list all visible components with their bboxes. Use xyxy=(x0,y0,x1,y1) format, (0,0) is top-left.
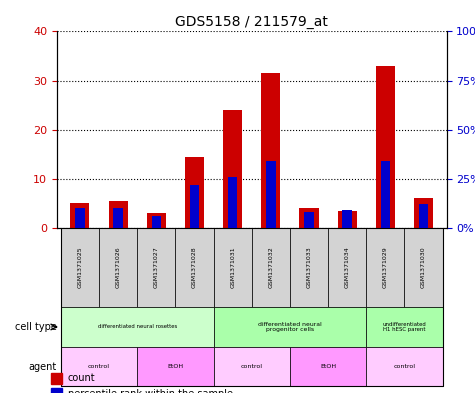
Bar xyxy=(376,66,395,228)
Bar xyxy=(70,204,89,228)
Text: GSM1371028: GSM1371028 xyxy=(192,247,197,288)
FancyBboxPatch shape xyxy=(214,347,290,386)
Text: undifferentiated
H1 hESC parent: undifferentiated H1 hESC parent xyxy=(383,321,427,332)
Text: control: control xyxy=(241,364,263,369)
Bar xyxy=(338,211,357,228)
FancyBboxPatch shape xyxy=(214,307,366,347)
Bar xyxy=(109,201,128,228)
Bar xyxy=(51,373,62,384)
FancyBboxPatch shape xyxy=(214,228,252,307)
Text: EtOH: EtOH xyxy=(167,364,183,369)
Text: GSM1371030: GSM1371030 xyxy=(421,247,426,288)
FancyBboxPatch shape xyxy=(366,228,405,307)
Bar xyxy=(266,161,275,228)
Text: count: count xyxy=(68,373,95,383)
FancyBboxPatch shape xyxy=(99,228,137,307)
Bar xyxy=(114,208,123,228)
Bar xyxy=(51,388,62,393)
Text: GSM1371027: GSM1371027 xyxy=(154,247,159,288)
Text: agent: agent xyxy=(29,362,57,372)
FancyBboxPatch shape xyxy=(366,307,443,347)
Text: GSM1371031: GSM1371031 xyxy=(230,247,235,288)
Text: GSM1371025: GSM1371025 xyxy=(77,247,82,288)
Bar xyxy=(304,212,314,228)
FancyBboxPatch shape xyxy=(137,347,214,386)
Text: control: control xyxy=(88,364,110,369)
Text: GSM1371026: GSM1371026 xyxy=(115,247,121,288)
Bar xyxy=(261,73,280,228)
FancyBboxPatch shape xyxy=(175,228,214,307)
Bar xyxy=(414,198,433,228)
FancyBboxPatch shape xyxy=(405,228,443,307)
FancyBboxPatch shape xyxy=(61,347,137,386)
Title: GDS5158 / 211579_at: GDS5158 / 211579_at xyxy=(175,15,328,29)
Bar xyxy=(185,157,204,228)
Text: GSM1371032: GSM1371032 xyxy=(268,247,273,288)
FancyBboxPatch shape xyxy=(290,347,366,386)
Text: differentiated neural
progenitor cells: differentiated neural progenitor cells xyxy=(258,321,322,332)
FancyBboxPatch shape xyxy=(252,228,290,307)
Bar xyxy=(419,204,428,228)
Bar xyxy=(228,177,238,228)
FancyBboxPatch shape xyxy=(366,347,443,386)
Bar xyxy=(147,213,166,228)
Bar xyxy=(342,210,352,228)
Text: GSM1371034: GSM1371034 xyxy=(345,247,350,288)
Text: percentile rank within the sample: percentile rank within the sample xyxy=(68,389,233,393)
FancyBboxPatch shape xyxy=(61,228,99,307)
Text: GSM1371033: GSM1371033 xyxy=(306,247,312,288)
Bar xyxy=(223,110,242,228)
FancyBboxPatch shape xyxy=(328,228,366,307)
Bar xyxy=(380,161,390,228)
Bar xyxy=(152,216,161,228)
Text: differentiated neural rosettes: differentiated neural rosettes xyxy=(97,325,177,329)
Text: GSM1371029: GSM1371029 xyxy=(383,247,388,288)
Bar xyxy=(75,208,85,228)
Text: control: control xyxy=(393,364,416,369)
Bar xyxy=(190,185,199,228)
Bar xyxy=(299,208,319,228)
FancyBboxPatch shape xyxy=(61,307,214,347)
FancyBboxPatch shape xyxy=(137,228,175,307)
FancyBboxPatch shape xyxy=(290,228,328,307)
Text: EtOH: EtOH xyxy=(320,364,336,369)
Text: cell type: cell type xyxy=(15,322,57,332)
